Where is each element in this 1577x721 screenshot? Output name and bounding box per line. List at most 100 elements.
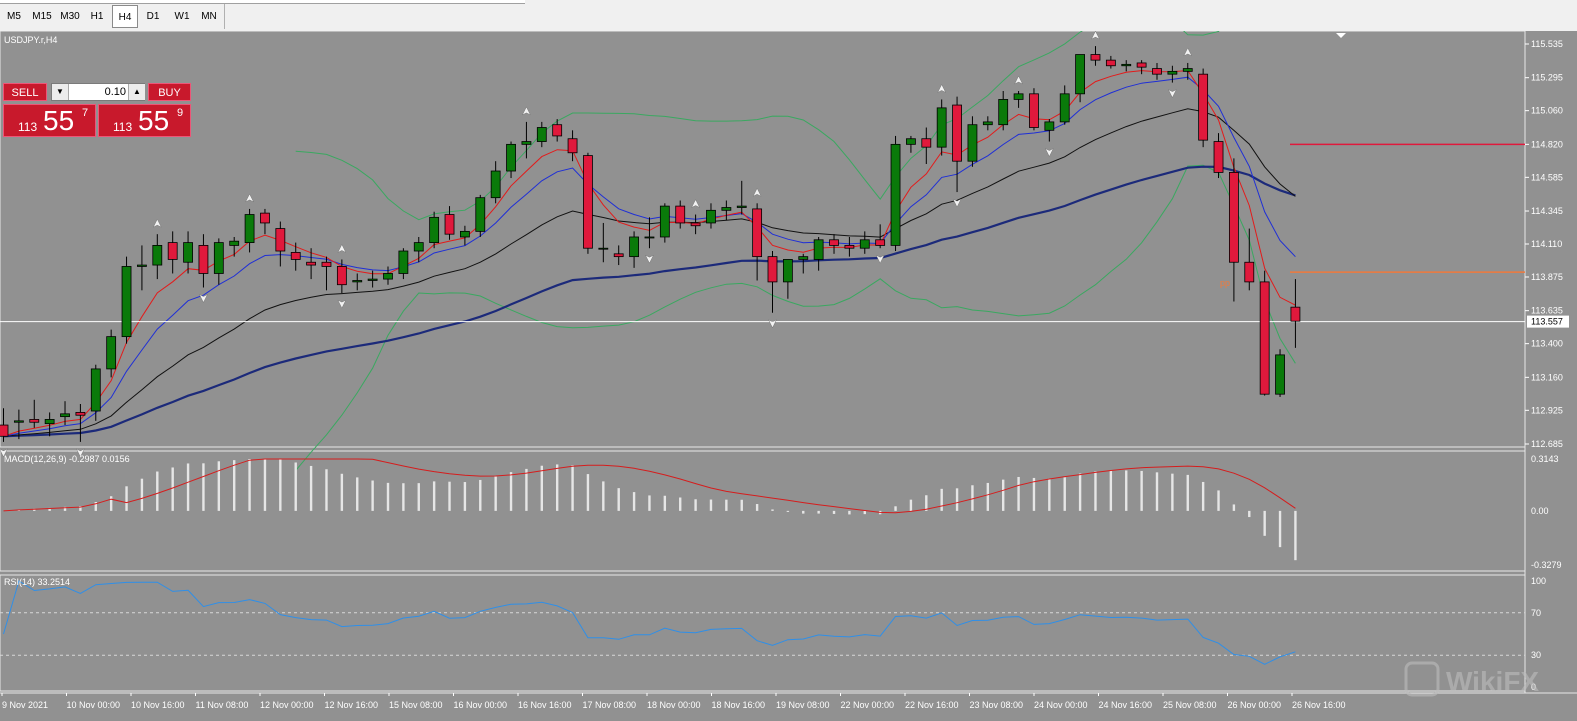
time-axis-label: 11 Nov 08:00 (196, 700, 249, 710)
candle-body (706, 209, 716, 224)
rsi-axis-label: 30 (1531, 650, 1541, 660)
candle-body (13, 420, 24, 423)
price-axis-label: 112.685 (1531, 439, 1563, 449)
time-axis-label: 26 Nov 00:00 (1228, 700, 1282, 710)
candle-body (137, 264, 147, 267)
macd-signal-line (3, 458, 1296, 514)
timeframe-m15-button[interactable]: M15 (32, 11, 52, 22)
buy-button[interactable]: BUY (148, 83, 191, 101)
candle-body (413, 242, 424, 252)
timeframe-m30-button[interactable]: M30 (60, 11, 80, 22)
price-axis-label: 115.295 (1531, 73, 1563, 83)
candle-body (244, 214, 255, 243)
macd-axis-label: 0.3143 (1531, 454, 1559, 464)
fractal-down-icon (337, 299, 347, 309)
candle-body (306, 261, 317, 266)
price-axis-label: 114.585 (1531, 172, 1563, 182)
candle-body (1152, 68, 1162, 75)
fractal-down-icon (1044, 147, 1054, 158)
candle-body (859, 239, 870, 249)
candle-body (1029, 93, 1039, 128)
candle-body (321, 261, 332, 267)
candle-body (890, 143, 901, 246)
candle-body (336, 266, 347, 286)
candle-body (121, 266, 132, 338)
time-axis-label: 16 Nov 16:00 (518, 700, 572, 710)
time-axis-label: 22 Nov 16:00 (905, 700, 959, 710)
sell-price-pip: 7 (82, 107, 89, 119)
buy-price-pip: 9 (177, 107, 184, 119)
candle-body (1044, 121, 1055, 131)
lot-increase-button[interactable]: ▲ (128, 84, 145, 100)
timeframe-m5-button[interactable]: M5 (7, 11, 21, 22)
timeframe-h4-button[interactable]: H4 (112, 5, 138, 28)
sell-price-box[interactable]: 113 55 7 (3, 104, 96, 137)
candle-body (290, 252, 301, 260)
candle-body (383, 273, 393, 280)
candle-body (459, 230, 470, 238)
candle-body (536, 127, 547, 142)
price-axis-label: 115.060 (1531, 106, 1563, 116)
rsi-axis-label: 70 (1531, 608, 1541, 618)
candle-body (906, 138, 916, 145)
candle-body (875, 239, 886, 246)
time-axis-label: 12 Nov 16:00 (325, 700, 379, 710)
candle-body (198, 245, 209, 274)
timeframe-d1-button[interactable]: D1 (146, 11, 160, 22)
candle-body (106, 336, 117, 370)
current-price-label: 113.557 (1531, 317, 1563, 327)
candle-body (90, 368, 101, 412)
rsi-label: RSI(14) 33.2514 (4, 577, 71, 587)
candle-body (982, 121, 993, 126)
sell-button[interactable]: SELL (3, 83, 47, 101)
price-axis-label: 113.875 (1531, 272, 1563, 282)
chart-window[interactable]: pp 115.535 115.295 115.060 114.820 114.585 11… (0, 31, 1577, 721)
candle-body (936, 107, 947, 148)
candle-body (352, 280, 363, 283)
lot-size-input[interactable] (70, 85, 126, 99)
rsi-panel-frame (0, 574, 1526, 692)
fractal-down-icon (767, 319, 778, 329)
fractal-up-icon (937, 83, 947, 93)
buy-price-box[interactable]: 113 55 9 (98, 104, 191, 137)
time-axis-label: 18 Nov 16:00 (712, 700, 766, 710)
candle-body (0, 424, 9, 437)
candle-body (583, 155, 593, 249)
fractal-down-icon (0, 448, 9, 458)
candle-body (521, 141, 532, 145)
fractal-up-icon (1014, 75, 1024, 85)
candle-body (1121, 63, 1132, 67)
fractal-down-icon (644, 254, 655, 264)
candle-body (1090, 54, 1101, 61)
candle-body (1059, 93, 1070, 123)
time-axis-label: 12 Nov 00:00 (260, 700, 314, 710)
fractal-down-icon (1167, 89, 1177, 99)
candle-body (183, 242, 193, 263)
sell-price-prefix: 113 (18, 120, 38, 134)
timeframe-w1-button[interactable]: W1 (174, 11, 190, 22)
candle-body (44, 419, 55, 425)
candle-body (844, 245, 855, 249)
candle-body (690, 222, 701, 227)
chart-canvas[interactable]: pp 115.535115.295115.060114.820114.58511… (0, 31, 1577, 721)
candle-body (429, 216, 440, 243)
sell-price-big: 55 (43, 105, 75, 136)
fractal-up-icon (691, 198, 701, 209)
fractal-up-icon (337, 243, 347, 253)
pivot-label: pp (1220, 278, 1230, 288)
time-axis-label: 10 Nov 16:00 (131, 700, 185, 710)
timeframe-h1-button[interactable]: H1 (90, 11, 104, 22)
candle-body (1244, 261, 1255, 283)
rsi-layer (0, 580, 1525, 665)
candle-body (490, 170, 501, 199)
candle-body (952, 104, 962, 162)
fractal-down-icon (198, 293, 208, 304)
watermark-logo-icon (1404, 661, 1440, 697)
lot-decrease-button[interactable]: ▼ (52, 84, 69, 100)
time-axis-label: 18 Nov 00:00 (647, 700, 701, 710)
rsi-line (3, 580, 1296, 665)
fractal-up-icon (152, 218, 162, 228)
timeframe-mn-button[interactable]: MN (201, 11, 217, 22)
candle-body (675, 205, 686, 224)
toolbar-top-strip (0, 0, 525, 4)
